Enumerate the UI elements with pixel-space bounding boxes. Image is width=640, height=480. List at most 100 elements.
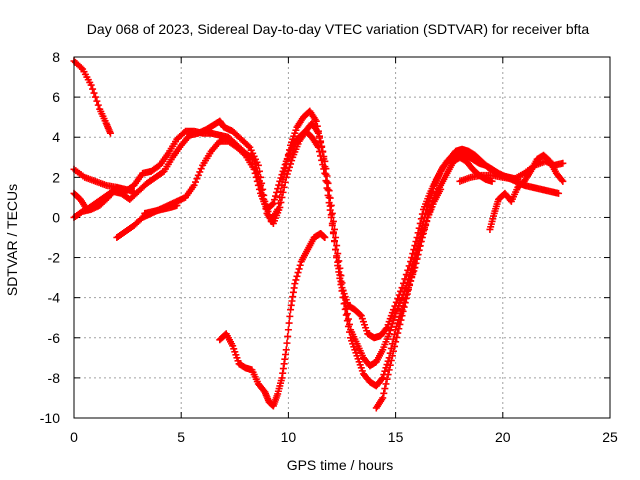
data-point-marker bbox=[254, 181, 262, 189]
y-tick-label: 6 bbox=[52, 89, 60, 105]
data-point-marker bbox=[90, 89, 98, 97]
data-point-marker bbox=[418, 230, 426, 238]
data-point-marker bbox=[559, 159, 567, 167]
data-point-marker bbox=[292, 276, 300, 284]
data-point-marker bbox=[415, 242, 423, 250]
data-point-marker bbox=[413, 251, 421, 259]
data-point-marker bbox=[319, 161, 327, 169]
data-point-marker bbox=[295, 265, 303, 273]
data-point-marker bbox=[396, 320, 404, 328]
data-point-marker bbox=[400, 303, 408, 311]
data-point-marker bbox=[402, 294, 410, 302]
data-point-marker bbox=[268, 200, 276, 208]
data-point-marker bbox=[395, 325, 403, 333]
data-point-marker bbox=[296, 261, 304, 269]
series-track-1 bbox=[70, 57, 114, 137]
data-point-marker bbox=[252, 173, 260, 181]
data-point-marker bbox=[244, 142, 252, 150]
data-point-marker bbox=[322, 177, 330, 185]
data-point-marker bbox=[320, 165, 328, 173]
data-point-marker bbox=[87, 81, 95, 89]
data-point-marker bbox=[318, 156, 326, 164]
data-point-marker bbox=[335, 268, 343, 276]
data-point-marker bbox=[336, 274, 344, 282]
data-point-marker bbox=[555, 189, 563, 197]
data-point-marker bbox=[488, 177, 496, 185]
data-point-marker bbox=[270, 196, 278, 204]
data-point-marker bbox=[339, 293, 347, 301]
data-point-marker bbox=[291, 280, 299, 288]
data-point-marker bbox=[383, 375, 391, 383]
data-point-marker bbox=[406, 281, 414, 289]
data-point-marker bbox=[286, 312, 294, 320]
data-point-marker bbox=[327, 213, 335, 221]
data-point-marker bbox=[330, 238, 338, 246]
data-point-marker bbox=[329, 229, 337, 237]
data-point-marker bbox=[333, 254, 341, 262]
data-point-marker bbox=[344, 322, 352, 330]
series-track-7 bbox=[216, 229, 329, 410]
data-point-marker bbox=[409, 268, 417, 276]
data-point-marker bbox=[269, 199, 277, 207]
data-point-marker bbox=[414, 247, 422, 255]
y-tick-label: 4 bbox=[52, 129, 60, 145]
chart-title: Day 068 of 2023, Sidereal Day-to-day VTE… bbox=[87, 21, 590, 37]
data-point-marker bbox=[398, 312, 406, 320]
data-point-marker bbox=[343, 310, 351, 318]
data-point-marker bbox=[337, 281, 345, 289]
data-point-marker bbox=[280, 183, 288, 191]
data-point-marker bbox=[197, 165, 205, 173]
data-point-marker bbox=[411, 260, 419, 268]
data-point-marker bbox=[315, 148, 323, 156]
data-point-marker bbox=[294, 269, 302, 277]
y-axis-label: SDTVAR / TECUs bbox=[4, 184, 20, 296]
data-point-marker bbox=[279, 167, 287, 175]
data-point-marker bbox=[391, 342, 399, 350]
data-point-marker bbox=[343, 317, 351, 325]
x-tick-label: 0 bbox=[70, 429, 78, 445]
data-point-marker bbox=[387, 357, 395, 365]
data-point-marker bbox=[380, 389, 388, 397]
data-point-marker bbox=[399, 307, 407, 315]
data-point-marker bbox=[341, 305, 349, 313]
data-point-marker bbox=[321, 169, 329, 177]
data-point-marker bbox=[342, 304, 350, 312]
data-point-marker bbox=[403, 290, 411, 298]
data-point-marker bbox=[284, 326, 292, 334]
data-point-marker bbox=[277, 198, 285, 206]
data-point-marker bbox=[408, 273, 416, 281]
data-point-marker bbox=[381, 385, 389, 393]
data-points bbox=[70, 57, 567, 412]
y-tick-label: 0 bbox=[52, 209, 60, 225]
data-point-marker bbox=[191, 178, 199, 186]
y-tick-label: -2 bbox=[48, 250, 61, 266]
data-point-marker bbox=[251, 169, 259, 177]
data-point-marker bbox=[389, 306, 397, 314]
data-point-marker bbox=[416, 238, 424, 246]
data-point-marker bbox=[324, 191, 332, 199]
data-point-marker bbox=[315, 134, 323, 142]
data-point-marker bbox=[93, 97, 101, 105]
data-point-marker bbox=[278, 193, 286, 201]
data-point-marker bbox=[91, 93, 99, 101]
axis-tick-labels: 0 5 10 15 20 25 -10 -8 -6 -4 -2 0 2 4 6 8 bbox=[40, 49, 618, 445]
plot-frame bbox=[73, 56, 611, 419]
data-point-marker bbox=[277, 174, 285, 182]
data-point-marker bbox=[250, 165, 258, 173]
data-point-marker bbox=[329, 217, 337, 225]
data-point-marker bbox=[253, 177, 261, 185]
data-point-marker bbox=[397, 316, 405, 324]
data-point-marker bbox=[281, 178, 289, 186]
x-axis-label: GPS time / hours bbox=[287, 457, 394, 473]
data-point-marker bbox=[340, 300, 348, 308]
data-point-marker bbox=[272, 192, 280, 200]
data-point-marker bbox=[330, 225, 338, 233]
data-point-marker bbox=[393, 333, 401, 341]
data-point-marker bbox=[388, 352, 396, 360]
data-point-marker bbox=[559, 177, 567, 185]
data-point-marker bbox=[356, 311, 364, 319]
data-point-marker bbox=[338, 287, 346, 295]
y-tick-label: 8 bbox=[52, 49, 60, 65]
data-point-marker bbox=[282, 346, 290, 354]
